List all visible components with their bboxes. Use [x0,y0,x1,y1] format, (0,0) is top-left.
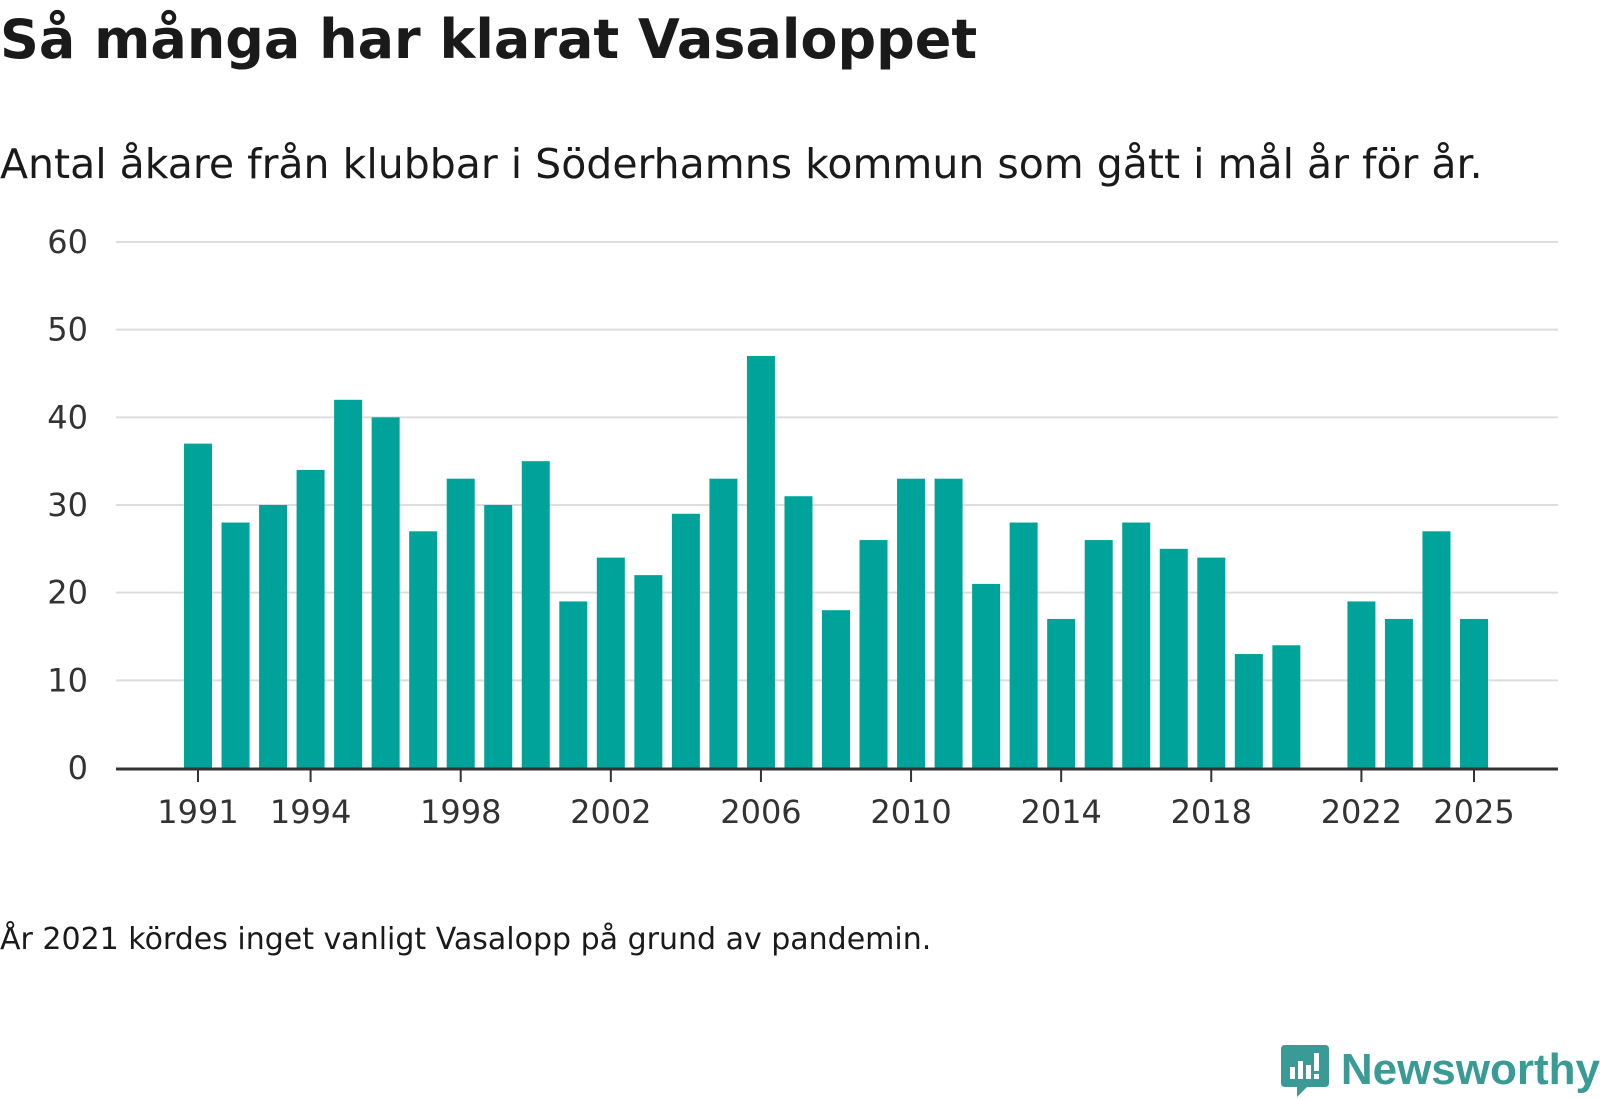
brand-logo: Newsworthy [1279,1040,1600,1100]
bar-2015 [1084,540,1113,768]
bar-2020 [1272,645,1301,768]
x-tick-label-2006: 2006 [720,793,801,831]
bar-2009 [859,540,888,768]
x-tick-label-2018: 2018 [1171,793,1252,831]
bar-2002 [596,557,625,768]
x-tick-label-2002: 2002 [570,793,651,831]
bar-1997 [409,531,438,768]
bar-2025 [1460,618,1488,768]
bar-1992 [221,522,250,768]
bar-2017 [1159,548,1188,768]
y-tick-label-50: 50 [47,311,88,349]
bar-2000 [521,461,550,768]
bar-1995 [334,399,363,768]
x-tick-label-2025: 2025 [1433,793,1514,831]
bar-chart: 0 10 20 30 40 50 60 1991 1994 1998 2002 2006 2010 20… [47,223,1558,831]
bars [184,355,1488,768]
bar-2006 [746,355,775,768]
bar-2011 [934,478,963,768]
y-tick-label-40: 40 [47,398,88,436]
bar-2003 [634,575,663,768]
brand-name: Newsworthy [1340,1045,1600,1094]
bar-2013 [1009,522,1038,768]
bar-2016 [1122,522,1151,768]
y-tick-label-20: 20 [47,574,88,612]
bar-2004 [671,513,700,768]
bar-2012 [972,583,1001,768]
x-tick-label-2022: 2022 [1321,793,1402,831]
bar-2023 [1384,618,1413,768]
x-tick-label-2010: 2010 [870,793,951,831]
x-tick-label-1991: 1991 [157,793,238,831]
bar-2019 [1234,654,1263,768]
bar-2014 [1047,618,1076,768]
bar-2008 [822,610,850,768]
y-tick-label-10: 10 [47,661,88,699]
x-tick-label-1998: 1998 [420,793,501,831]
chart-subtitle: Antal åkare från klubbar i Söderhamns ko… [0,140,1483,188]
newsworthy-logo-icon [1280,1045,1329,1097]
y-tick-label-30: 30 [47,486,88,524]
x-tick-label-2014: 2014 [1020,793,1101,831]
bar-2022 [1347,601,1376,768]
bar-2005 [709,478,738,768]
y-tick-label-0: 0 [68,749,88,787]
bar-1996 [371,417,400,768]
bar-1993 [259,505,288,768]
bar-2018 [1197,557,1226,768]
bar-1998 [446,478,475,768]
chart-title: Så många har klarat Vasaloppet [0,8,978,71]
footnote: År 2021 kördes inget vanligt Vasalopp på… [0,922,932,957]
bar-1991 [184,443,212,768]
x-axis-ticks [197,768,1475,782]
bar-1994 [296,469,325,768]
bar-1999 [484,505,513,768]
x-tick-label-1994: 1994 [270,793,351,831]
bar-2001 [559,601,588,768]
bar-2024 [1422,531,1451,768]
bar-2007 [784,496,813,768]
bar-2010 [897,478,926,768]
x-axis-labels: 1991 1994 1998 2002 2006 2010 2014 2018 2022 2025 [157,793,1514,831]
y-tick-label-60: 60 [47,223,88,261]
y-axis-labels: 0 10 20 30 40 50 60 [47,223,88,787]
